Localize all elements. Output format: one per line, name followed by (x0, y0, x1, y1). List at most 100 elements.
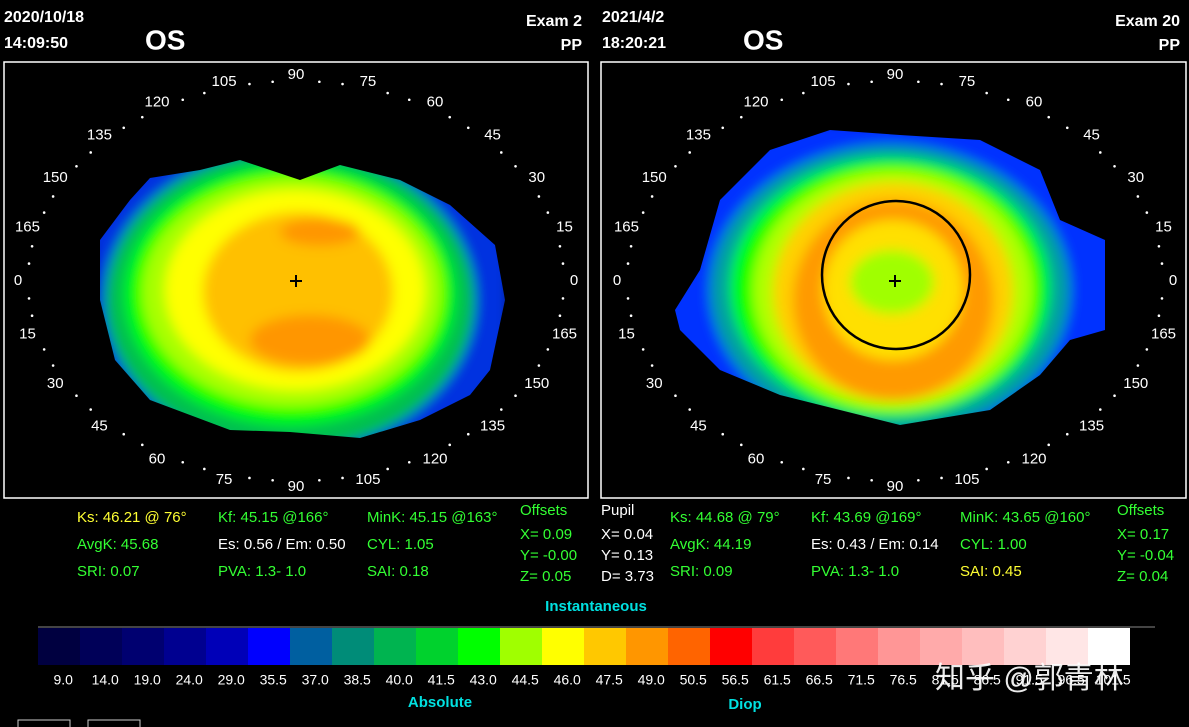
scale-label: 35.5 (260, 672, 287, 688)
angle-label: 15 (19, 325, 36, 342)
ring-dot (688, 408, 692, 411)
ring-dot (1047, 115, 1051, 119)
k-stat: Kf: 45.15 @166° (218, 509, 328, 526)
button[interactable] (87, 719, 141, 727)
scale-swatch (122, 628, 164, 665)
scale-swatch (374, 628, 416, 665)
ring-dot (140, 115, 144, 119)
offset-value: Y= -0.04 (1117, 547, 1174, 564)
center-cross (290, 275, 302, 287)
exam-time: 14:09:50 (4, 35, 68, 52)
ring-dot (51, 195, 55, 198)
k-stat: Es: 0.56 / Em: 0.50 (218, 536, 346, 553)
ring-dot (917, 80, 920, 84)
angle-label: 75 (815, 471, 832, 488)
ring-dot (1113, 394, 1116, 398)
scale-swatch (542, 628, 584, 665)
button[interactable] (17, 719, 71, 727)
exam-date: 2020/10/18 (4, 9, 84, 26)
ring-dot (42, 348, 46, 351)
angle-label: 30 (47, 375, 64, 392)
scale-label: 66.5 (806, 672, 833, 688)
eye-label: OS (145, 24, 185, 55)
view-mode: PP (1159, 37, 1181, 54)
angle-label: 105 (811, 73, 836, 90)
k-stat: MinK: 43.65 @160° (960, 509, 1090, 526)
ring-dot (271, 478, 274, 482)
scale-swatch (752, 628, 794, 665)
angle-label: 30 (1127, 169, 1144, 186)
angle-label: 45 (484, 126, 501, 143)
ring-dot (558, 314, 562, 318)
exam-date: 2021/4/2 (602, 9, 664, 26)
ring-dot (466, 126, 470, 130)
scale-label: 40.0 (386, 672, 413, 688)
angle-label: 30 (528, 169, 545, 186)
scale-label: 43.0 (470, 672, 497, 688)
eye-label: OS (743, 24, 783, 55)
ring-dot (537, 195, 541, 198)
angle-label: 135 (480, 418, 505, 435)
angle-label: 105 (355, 471, 380, 488)
angle-label: 30 (646, 375, 663, 392)
offset-value: X= 0.09 (520, 526, 572, 543)
ring-dot (558, 244, 562, 248)
k-stat: MinK: 45.15 @163° (367, 509, 497, 526)
scale-label: 49.0 (638, 672, 665, 688)
exam-time: 18:20:21 (602, 35, 666, 52)
ring-dot (537, 364, 541, 367)
scale-label: 29.0 (218, 672, 245, 688)
ring-dot (203, 91, 206, 95)
ring-dot (1157, 244, 1161, 248)
angle-label: 45 (91, 418, 108, 435)
k-stat: Es: 0.43 / Em: 0.14 (811, 536, 939, 553)
scale-label: 14.0 (92, 672, 119, 688)
ring-dot (1065, 432, 1069, 436)
topography-map (100, 160, 505, 438)
ring-dot (122, 432, 126, 436)
scale-swatch (332, 628, 374, 665)
k-stat: SRI: 0.07 (77, 563, 140, 580)
ring-dot (780, 460, 784, 464)
ring-dot (75, 164, 78, 168)
ring-dot (51, 364, 55, 367)
scale-label: 61.5 (764, 672, 791, 688)
angle-label: 120 (422, 450, 447, 467)
k-stat: Ks: 46.21 @ 76° (77, 509, 187, 526)
offset-value: X= 0.17 (1117, 526, 1169, 543)
ring-dot (181, 460, 185, 464)
ring-dot (1113, 164, 1116, 168)
ring-dot (448, 115, 452, 119)
ring-dot (1145, 348, 1149, 351)
scale-mode: Absolute (408, 694, 472, 711)
scale-swatch (794, 628, 836, 665)
offsets-title: Offsets (1117, 502, 1164, 519)
k-stat: AvgK: 45.68 (77, 536, 158, 553)
exam-number: Exam 2 (526, 13, 582, 30)
angle-label: 90 (887, 66, 904, 83)
angle-label: 75 (216, 471, 233, 488)
ring-dot (940, 82, 943, 86)
ring-dot (1160, 262, 1164, 265)
ring-dot (30, 244, 34, 248)
scale-label: 91.5 (1016, 672, 1043, 688)
ring-dot (248, 82, 251, 86)
scale-label: 46.0 (554, 672, 581, 688)
scale-swatch (626, 628, 668, 665)
watermark: 知乎 @郭青林 (935, 662, 1124, 695)
ring-dot (561, 262, 565, 265)
ring-dot (641, 348, 645, 351)
ring-dot (650, 195, 654, 198)
scale-label: 44.5 (512, 672, 539, 688)
k-stat: SAI: 0.45 (960, 563, 1022, 580)
angle-label: 120 (743, 94, 768, 111)
angle-label: 75 (360, 73, 377, 90)
ring-dot (407, 460, 411, 464)
panel-frame (600, 61, 1187, 499)
k-stat: CYL: 1.05 (367, 536, 434, 553)
angle-label: 165 (1151, 325, 1176, 342)
ring-dot (688, 151, 692, 154)
scale-swatch (290, 628, 332, 665)
ring-dot (448, 443, 452, 447)
offset-value: Z= 0.05 (520, 568, 571, 585)
